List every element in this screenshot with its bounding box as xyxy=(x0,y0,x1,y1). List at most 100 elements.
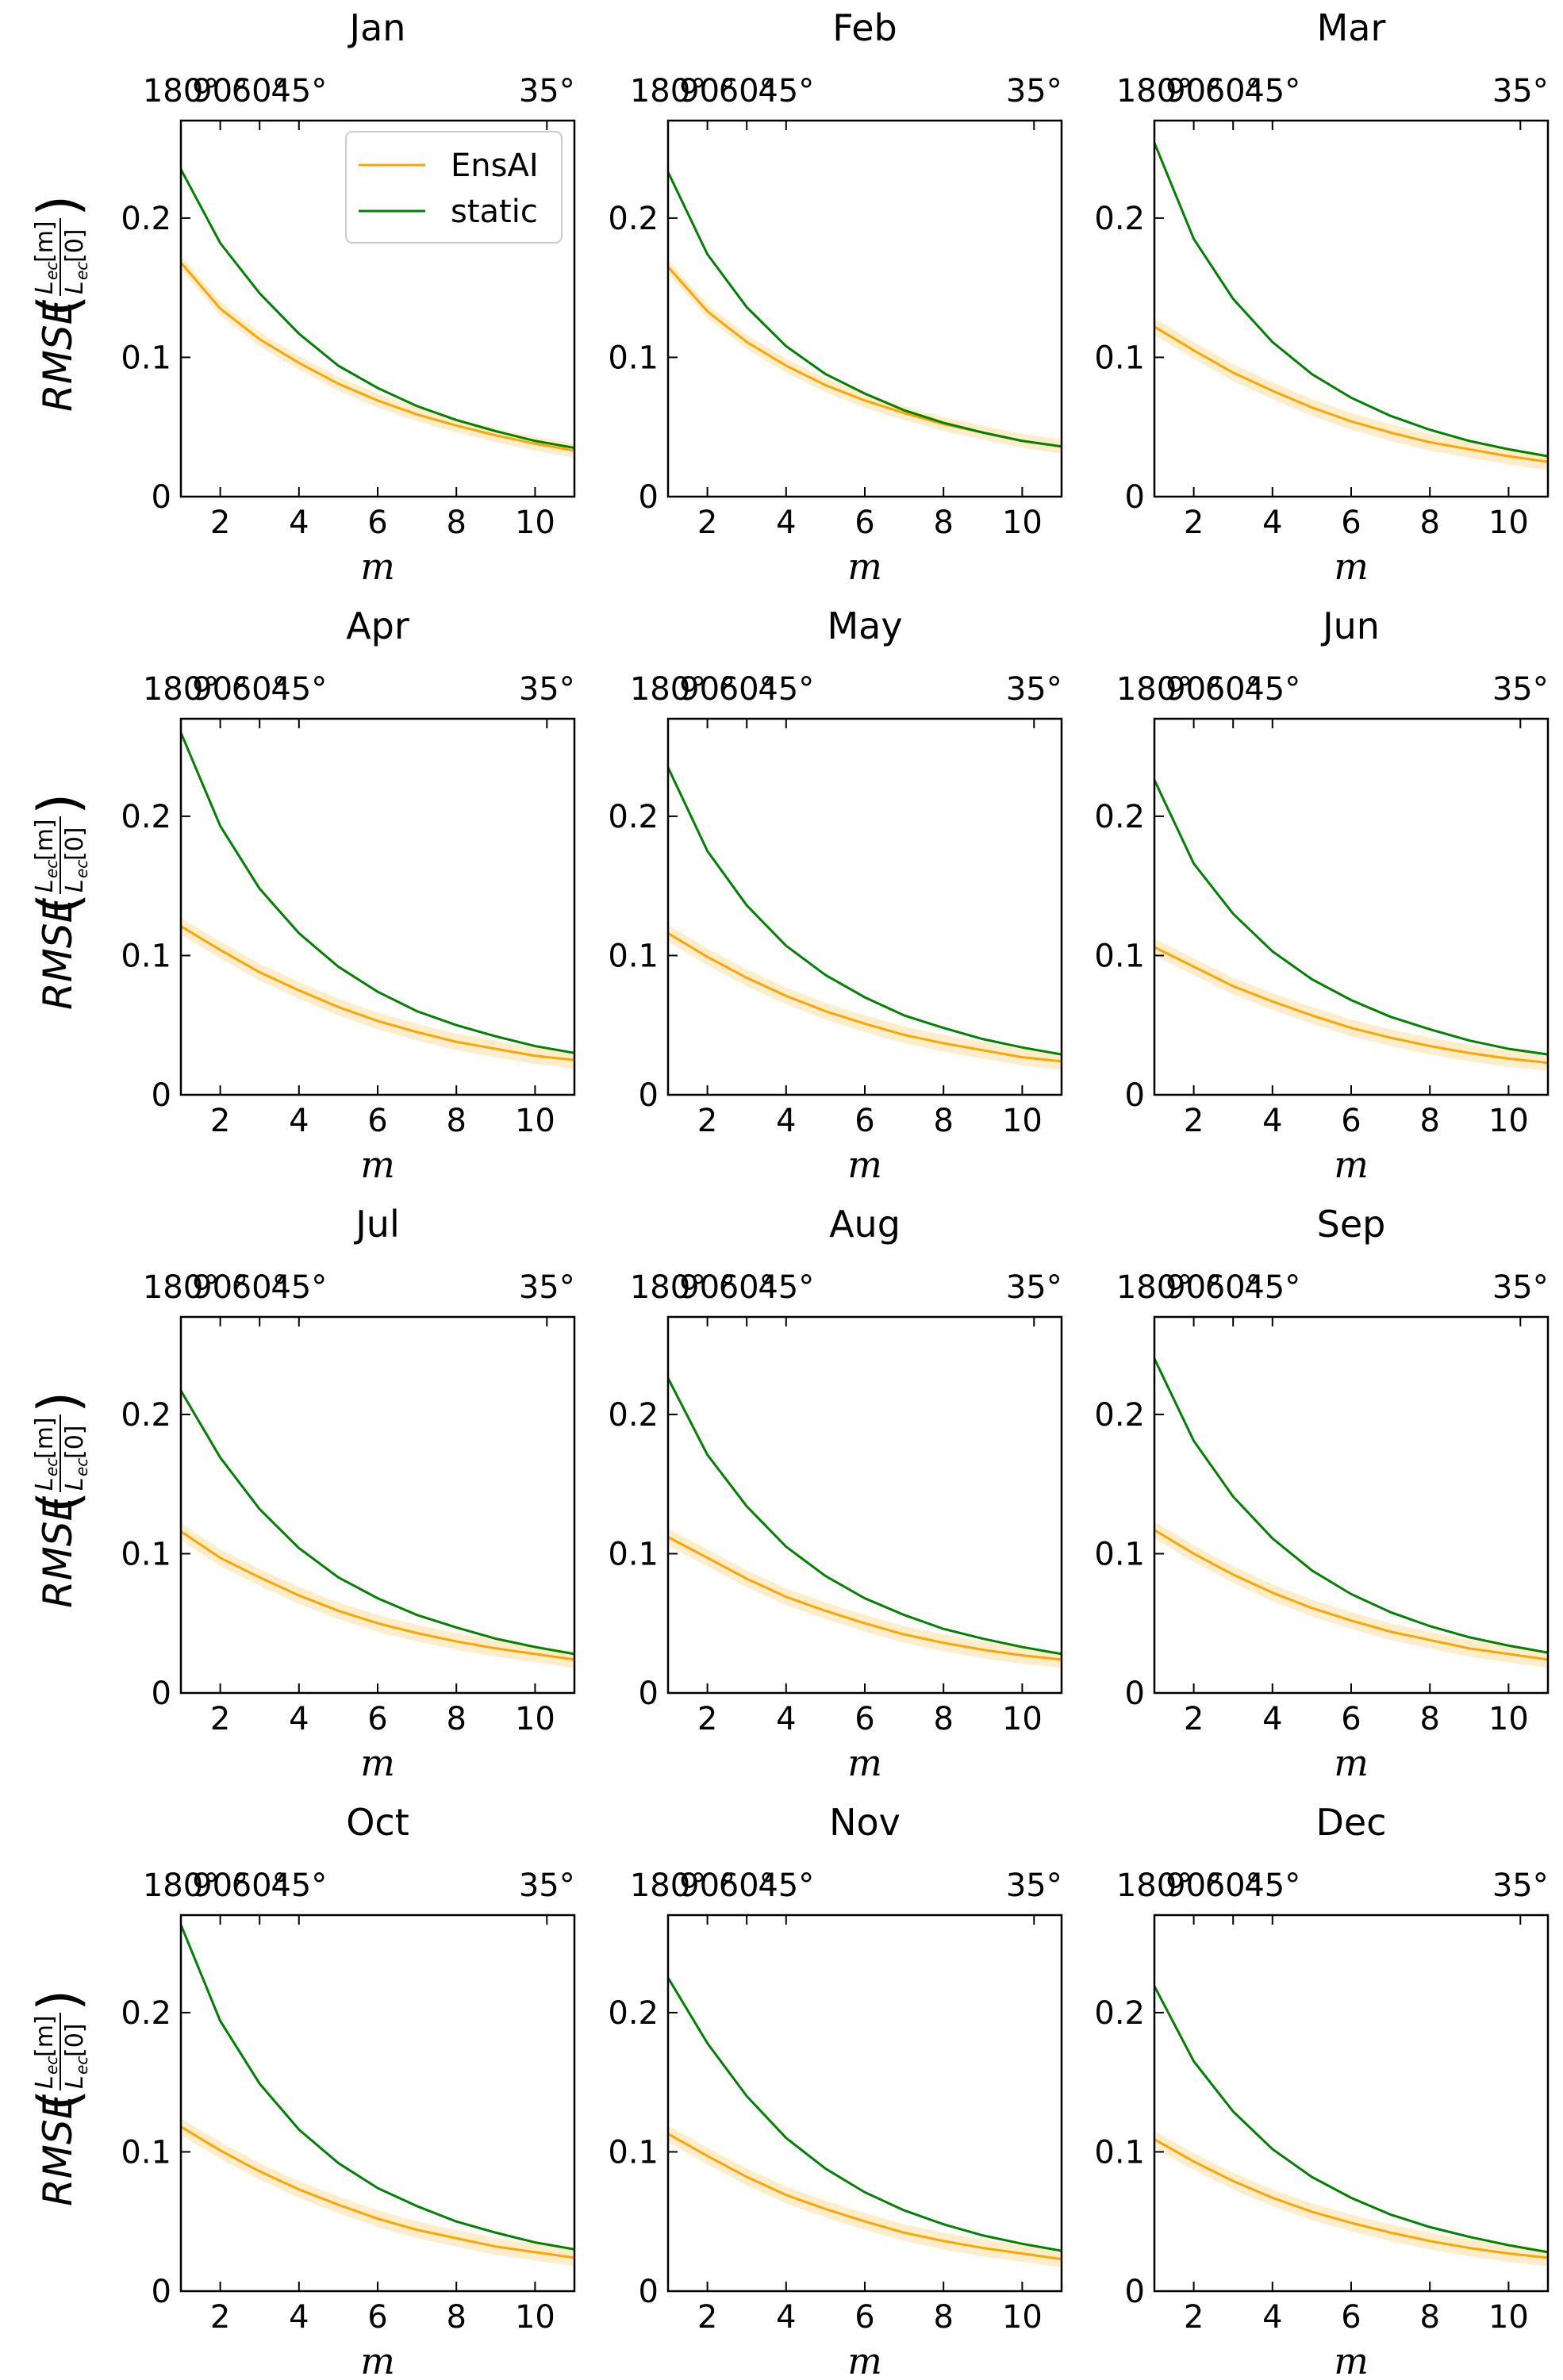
x-axis-label: m xyxy=(1334,2340,1369,2380)
y-tick-label: 0.2 xyxy=(1094,1995,1145,2032)
top-tick-label: 60° xyxy=(719,671,775,708)
top-tick-label: 90° xyxy=(679,1868,735,1904)
top-tick-label: 90° xyxy=(1166,1269,1222,1306)
y-axis-label: RMSE(Lec[m]Lec[0]) xyxy=(26,1392,91,1608)
y-axis-label-num: L xyxy=(31,2075,59,2089)
top-tick-label: 180° xyxy=(143,671,219,708)
y-axis-label-num: L xyxy=(31,1477,59,1491)
x-tick-label: 10 xyxy=(515,2299,555,2336)
top-tick-label: 90° xyxy=(1166,671,1222,708)
y-tick-label: 0.1 xyxy=(608,2134,659,2171)
x-tick-label: 8 xyxy=(446,1701,466,1737)
legend: EnsAI static xyxy=(345,131,563,244)
x-tick-label: 4 xyxy=(776,2299,796,2336)
top-tick-label: 35° xyxy=(1006,73,1062,109)
y-tick-label: 0.2 xyxy=(608,1397,659,1434)
plot-area xyxy=(1154,1358,1548,1668)
y-axis-label-rparen: ) xyxy=(26,1392,91,1413)
y-axis-label-rmse: RMSE xyxy=(35,1495,81,1608)
top-tick-label: 45° xyxy=(758,1868,814,1904)
plot-frame xyxy=(1153,1315,1550,1695)
top-tick-label: 180° xyxy=(630,1269,706,1306)
x-axis-label: m xyxy=(847,2340,882,2380)
x-tick-label: 4 xyxy=(1262,2299,1282,2336)
x-axis-label: m xyxy=(360,545,395,588)
plot-area xyxy=(181,168,574,458)
x-tick-label: 10 xyxy=(1488,1701,1529,1737)
top-tick-label: 45° xyxy=(1244,1269,1300,1306)
top-tick-label: 180° xyxy=(630,671,706,708)
x-tick-label: 8 xyxy=(1419,1701,1439,1737)
legend-label-ensai: EnsAI xyxy=(451,148,539,184)
x-tick-label: 8 xyxy=(933,2299,953,2336)
y-axis-label-num-arg: [m] xyxy=(31,819,59,861)
y-tick-label: 0.1 xyxy=(608,1536,659,1572)
top-tick-label: 35° xyxy=(1492,671,1549,708)
y-axis-label-num-arg: [m] xyxy=(31,221,59,263)
x-tick-label: 6 xyxy=(1341,505,1361,541)
y-tick-label: 0.1 xyxy=(121,2134,171,2171)
y-tick-label: 0.2 xyxy=(608,1995,659,2032)
ensai-band xyxy=(1154,939,1548,1072)
plot-area xyxy=(1154,779,1548,1072)
x-tick-label: 6 xyxy=(1341,2299,1361,2336)
x-axis-label: m xyxy=(1334,1143,1369,1186)
top-tick-label: 90° xyxy=(192,73,248,109)
y-axis-label-num-sub: ec xyxy=(42,262,61,280)
x-tick-label: 4 xyxy=(289,2299,309,2336)
y-axis-label-den-arg: [0] xyxy=(61,1426,89,1460)
y-axis-label-lparen: ( xyxy=(26,1491,91,1513)
x-tick-label: 10 xyxy=(515,1103,555,1139)
static-line xyxy=(1154,1358,1548,1654)
top-tick-label: 35° xyxy=(519,1269,575,1306)
top-tick-label: 45° xyxy=(271,73,327,109)
x-tick-label: 4 xyxy=(776,1701,796,1737)
top-tick-label: 60° xyxy=(1205,1868,1262,1904)
top-tick-label: 60° xyxy=(719,1868,775,1904)
y-tick-label: 0.2 xyxy=(121,1397,171,1434)
top-tick-label: 180° xyxy=(1116,1868,1192,1904)
panel-aug: Aug 2 4 6 8 10 180°90°60°45° 35° 0 0.1 0.2 m xyxy=(608,1203,1063,1784)
x-tick-label: 4 xyxy=(289,505,309,541)
ensai-line xyxy=(181,925,574,1061)
static-line xyxy=(668,171,1062,448)
y-axis-label-den: L xyxy=(61,281,89,294)
ensai-band xyxy=(668,2125,1062,2268)
panel-feb: Feb 2 4 6 8 10 180°90°60°45° 35° 0 0.1 0.2 m xyxy=(608,6,1063,588)
x-tick-label: 2 xyxy=(210,2299,230,2336)
top-tick-label: 45° xyxy=(1244,671,1300,708)
top-tick-label: 45° xyxy=(758,1269,814,1306)
plot-area xyxy=(181,1390,574,1668)
x-tick-label: 4 xyxy=(289,1103,309,1139)
plot-frame xyxy=(179,1914,576,2293)
panel-title: Mar xyxy=(1317,6,1386,49)
plot-frame xyxy=(666,717,1063,1096)
top-tick-label: 60° xyxy=(1205,1269,1262,1306)
y-axis-label-rmse: RMSE xyxy=(35,2094,81,2206)
y-tick-label: 0.2 xyxy=(1094,799,1145,835)
top-tick-label: 90° xyxy=(192,671,248,708)
y-axis-label-num: L xyxy=(31,879,59,892)
plot-area xyxy=(668,1977,1062,2268)
top-tick-label: 180° xyxy=(630,73,706,109)
y-axis-label-rparen: ) xyxy=(26,793,91,815)
x-tick-label: 6 xyxy=(854,505,874,541)
top-tick-label: 45° xyxy=(1244,73,1300,109)
top-tick-label: 180° xyxy=(143,73,219,109)
y-tick-label: 0.1 xyxy=(121,1536,171,1572)
x-tick-label: 2 xyxy=(1184,2299,1204,2336)
static-line xyxy=(181,1390,574,1656)
ensai-line xyxy=(181,2125,574,2259)
x-tick-label: 6 xyxy=(854,1701,874,1737)
panel-apr: Apr 2 4 6 8 10 180°90°60°45° 35° 0 0.1 0.2 m RMSE(Le… xyxy=(26,605,576,1186)
y-axis-label-rmse: RMSE xyxy=(35,299,81,412)
ensai-line xyxy=(1154,2138,1548,2259)
legend-label-static: static xyxy=(451,194,538,230)
x-tick-label: 8 xyxy=(1419,2299,1439,2336)
x-tick-label: 10 xyxy=(1002,1103,1043,1139)
plot-area xyxy=(1154,142,1548,470)
x-tick-label: 6 xyxy=(367,1103,387,1139)
x-tick-label: 10 xyxy=(1002,1701,1043,1737)
y-axis-label-den-sub: ec xyxy=(72,860,91,878)
y-tick-label: 0.2 xyxy=(1094,1397,1145,1434)
